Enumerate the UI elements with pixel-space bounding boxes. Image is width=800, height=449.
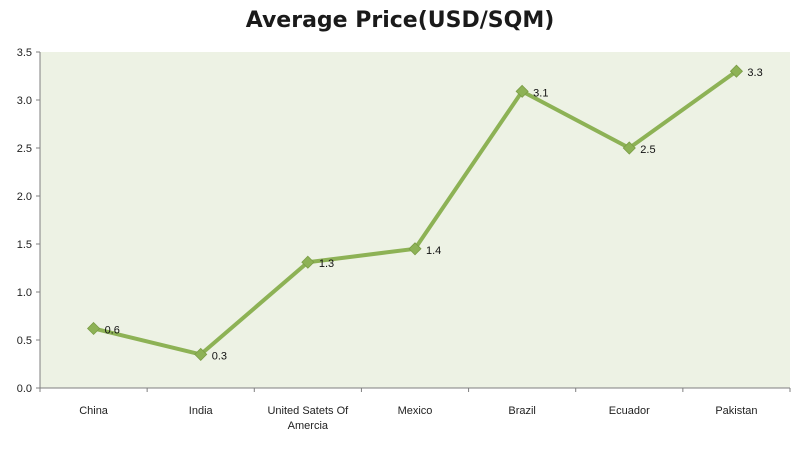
x-tick-label: United Satets Of Amercia [267, 405, 349, 432]
data-label: 0.3 [212, 350, 227, 362]
y-tick-label: 2.5 [17, 143, 32, 155]
x-tick-label: India [189, 405, 214, 417]
plot-area [40, 52, 790, 388]
y-tick-label: 1.5 [17, 239, 32, 251]
data-label: 0.6 [105, 324, 120, 336]
x-tick-label: Mexico [398, 405, 433, 417]
data-label: 3.1 [533, 87, 548, 99]
y-axis-ticks: 0.0 0.5 1.0 1.5 2.0 2.5 3.0 3.5 [17, 47, 40, 395]
x-tick-label: Pakistan [715, 405, 757, 417]
x-tick-label: Ecuador [609, 405, 650, 417]
y-tick-label: 3.0 [17, 95, 32, 107]
data-label: 2.5 [640, 144, 655, 156]
data-label: 3.3 [747, 67, 762, 79]
data-point-marker [729, 64, 743, 78]
data-label: 1.3 [319, 258, 334, 270]
x-tick-label: Brazil [508, 405, 536, 417]
y-tick-label: 0.5 [17, 335, 32, 347]
data-point-marker [301, 255, 315, 269]
y-tick-label: 1.0 [17, 287, 32, 299]
chart-title: Average Price(USD/SQM) [245, 8, 555, 33]
data-markers [87, 64, 743, 361]
data-label: 1.4 [426, 245, 441, 257]
data-point-marker [87, 321, 101, 336]
axes [39, 52, 790, 389]
data-point-marker [622, 141, 636, 155]
data-point-marker [194, 347, 208, 361]
data-point-marker [515, 84, 529, 98]
x-axis-ticks: China India United Satets Of Amercia Mexico B… [39, 388, 791, 432]
x-tick-label: China [79, 405, 109, 417]
data-labels: 0.6 0.3 1.3 1.4 3.1 2.5 3.3 [105, 67, 763, 362]
data-point-marker [408, 242, 422, 256]
y-tick-label: 0.0 [17, 383, 32, 395]
y-tick-label: 3.5 [17, 47, 32, 59]
y-tick-label: 2.0 [17, 191, 32, 203]
